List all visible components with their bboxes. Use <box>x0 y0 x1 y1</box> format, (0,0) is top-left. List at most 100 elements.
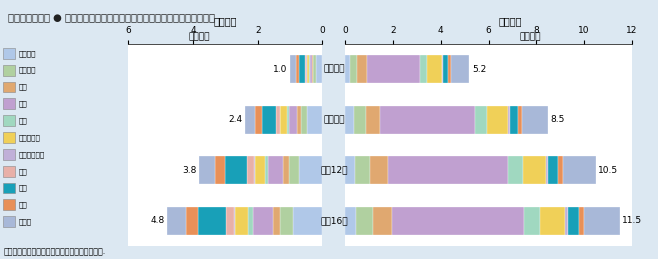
Text: 農学: 農学 <box>18 117 27 124</box>
Bar <box>563 156 596 184</box>
Bar <box>290 55 296 83</box>
Text: ＜男性＞: ＜男性＞ <box>499 16 522 26</box>
Bar <box>309 55 310 83</box>
Bar <box>289 106 297 134</box>
Text: 平成12年: 平成12年 <box>320 166 347 175</box>
Bar <box>451 55 469 83</box>
Text: 4.8: 4.8 <box>150 216 164 225</box>
Text: 平成16年: 平成16年 <box>320 216 347 225</box>
Bar <box>226 207 234 235</box>
Bar <box>420 55 427 83</box>
Bar <box>345 156 355 184</box>
Bar <box>262 106 276 134</box>
Bar <box>345 55 351 83</box>
Bar <box>351 55 357 83</box>
Bar <box>287 106 289 134</box>
Bar <box>345 106 353 134</box>
Bar <box>442 55 443 83</box>
Bar <box>225 156 247 184</box>
Bar <box>373 207 392 235</box>
Bar <box>310 55 312 83</box>
Bar <box>247 156 253 184</box>
Bar <box>392 207 524 235</box>
Bar <box>299 156 322 184</box>
Text: 社会科学: 社会科学 <box>18 67 36 74</box>
Bar <box>283 156 290 184</box>
Text: 10.5: 10.5 <box>598 166 619 175</box>
Bar <box>388 156 508 184</box>
Bar <box>307 106 322 134</box>
Bar <box>280 207 293 235</box>
Bar <box>353 106 366 134</box>
Bar <box>568 207 578 235</box>
Bar <box>545 156 548 184</box>
Bar <box>443 55 448 83</box>
Text: 平成２年: 平成２年 <box>323 65 345 74</box>
Bar <box>186 207 198 235</box>
Text: 理学: 理学 <box>18 84 27 90</box>
Bar <box>316 55 322 83</box>
Bar <box>296 55 299 83</box>
Bar <box>313 55 316 83</box>
Text: （万人）: （万人） <box>519 32 541 41</box>
Bar <box>518 106 522 134</box>
Bar <box>265 156 268 184</box>
Bar <box>367 55 420 83</box>
Bar <box>272 207 280 235</box>
Bar <box>198 207 226 235</box>
Bar <box>475 106 488 134</box>
Text: 教育: 教育 <box>18 185 27 191</box>
Bar <box>290 156 299 184</box>
Bar <box>305 55 306 83</box>
Text: 2.4: 2.4 <box>228 115 242 124</box>
Bar <box>508 156 523 184</box>
Bar <box>301 106 307 134</box>
Bar <box>559 156 563 184</box>
Bar <box>255 106 262 134</box>
Bar <box>253 156 255 184</box>
Text: その他の保健: その他の保健 <box>18 151 45 158</box>
Bar <box>276 106 280 134</box>
Bar <box>268 156 283 184</box>
Text: 第１－８－３図 ● 専攻分野別にみた学生数（大学院（修士課程））の推移: 第１－８－３図 ● 専攻分野別にみた学生数（大学院（修士課程））の推移 <box>8 12 215 22</box>
Bar <box>245 106 255 134</box>
Text: 平成７年: 平成７年 <box>323 115 345 124</box>
Bar <box>357 55 367 83</box>
Bar <box>448 55 451 83</box>
Bar <box>167 207 186 235</box>
Bar <box>293 207 322 235</box>
Bar <box>523 156 545 184</box>
Bar <box>357 207 373 235</box>
Text: （万人）: （万人） <box>188 32 210 41</box>
Bar <box>255 156 265 184</box>
Bar <box>234 207 236 235</box>
Text: 医学・歯学: 医学・歯学 <box>18 134 40 141</box>
Bar <box>297 106 301 134</box>
Bar <box>280 106 287 134</box>
Bar <box>248 207 253 235</box>
Bar <box>548 156 559 184</box>
Text: その他: その他 <box>18 218 32 225</box>
Bar <box>307 55 309 83</box>
Text: 5.2: 5.2 <box>472 65 486 74</box>
Bar <box>370 156 388 184</box>
Bar <box>215 156 225 184</box>
Bar <box>236 207 248 235</box>
Bar <box>345 207 357 235</box>
Bar <box>199 156 215 184</box>
Text: （備考）文部科学者「学校基本調査」より作成.: （備考）文部科学者「学校基本調査」より作成. <box>3 247 105 256</box>
Bar <box>253 207 272 235</box>
Bar <box>488 106 507 134</box>
Bar <box>578 207 584 235</box>
Bar <box>355 156 370 184</box>
Text: ＜女性＞: ＜女性＞ <box>214 16 237 26</box>
Bar <box>427 55 442 83</box>
Bar <box>507 106 510 134</box>
Bar <box>299 55 305 83</box>
Bar <box>380 106 475 134</box>
Text: 8.5: 8.5 <box>551 115 565 124</box>
Bar <box>565 207 568 235</box>
Text: 人文科学: 人文科学 <box>18 50 36 57</box>
Text: 家政: 家政 <box>18 168 27 175</box>
Text: 11.5: 11.5 <box>622 216 642 225</box>
